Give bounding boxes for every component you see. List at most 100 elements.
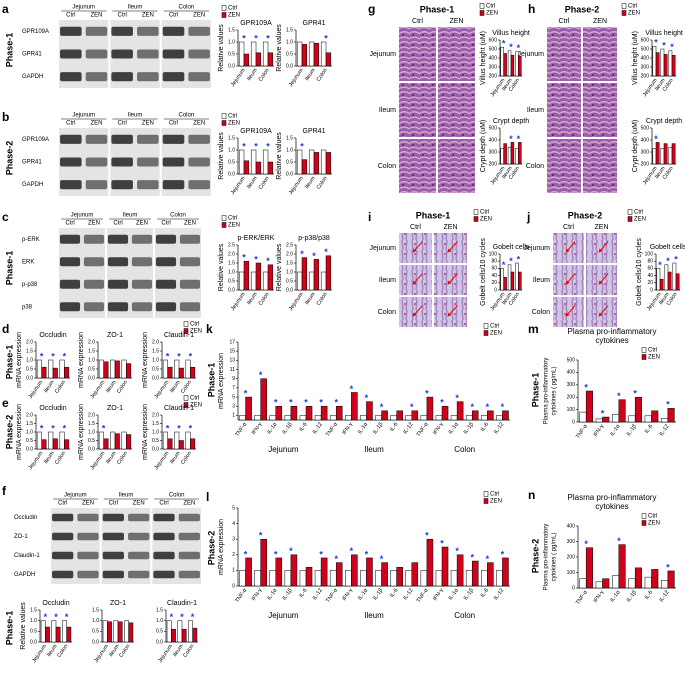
blot-band <box>188 72 210 82</box>
blot-band <box>153 551 175 560</box>
x-tick-label: Jejunum <box>288 291 305 312</box>
x-tick-label: Colon <box>258 68 271 83</box>
significance-mark: * <box>350 384 354 394</box>
y-tick-label: 0 <box>572 585 575 591</box>
bar <box>329 415 337 421</box>
y-tick-label: 400 <box>641 55 650 61</box>
blot-band <box>85 134 108 144</box>
significance-mark: * <box>242 33 246 43</box>
significance-mark: * <box>486 402 490 412</box>
row-label: Phase-1 <box>4 251 14 286</box>
blot-lane-label: ZEN <box>136 221 148 227</box>
bar <box>518 271 522 291</box>
blot-group-label: Jejunum <box>71 213 94 219</box>
blot-band <box>188 26 210 36</box>
y-tick-label: 0.5 <box>228 278 235 284</box>
row-label: Phase-2 <box>206 531 216 566</box>
bar <box>238 271 245 291</box>
y-axis-label: mRNA expression <box>218 353 225 409</box>
y-tick-label: 0.5 <box>92 629 99 635</box>
bar <box>351 392 358 421</box>
legend-label: Ctrl <box>628 4 637 10</box>
blot-band <box>60 180 82 190</box>
row-label: Phase-1 <box>4 611 14 646</box>
chart-title: Villus height <box>645 30 683 37</box>
y-tick-label: 1.5 <box>88 348 95 354</box>
y-tick-label: 1.5 <box>26 421 33 427</box>
x-tick-label: Colon <box>54 451 67 466</box>
significance-mark: * <box>440 398 444 408</box>
blot-lane-label: Ctrl <box>113 221 122 227</box>
bar <box>124 620 129 643</box>
bar <box>618 399 626 423</box>
bar <box>503 277 507 291</box>
y-axis-label: Crypt depth (uM) <box>632 120 639 173</box>
significance-mark: * <box>654 38 658 48</box>
significance-mark: * <box>254 254 258 264</box>
y-tick-label: 1.5 <box>92 607 99 613</box>
y-axis-label: Gobelt cells/10 cycles <box>480 238 487 306</box>
y-tick-label: 17 <box>229 339 235 345</box>
significance-mark: * <box>177 423 181 433</box>
y-axis-label: mRNA expression <box>78 404 85 460</box>
significance-mark: * <box>502 260 506 270</box>
blot-band <box>60 157 82 167</box>
blot-band <box>178 513 200 522</box>
histology-image <box>398 296 433 328</box>
bar <box>162 359 168 379</box>
bar <box>48 431 54 450</box>
bar <box>239 570 246 587</box>
x-tick-label: Colon <box>116 451 129 466</box>
blot-group-label: Ileum <box>123 213 138 219</box>
blot-lane-label: Ctrl <box>169 13 178 19</box>
y-tick-label: 0.0 <box>88 375 95 381</box>
y-tick-label: 0.0 <box>286 171 293 177</box>
bar <box>167 366 173 379</box>
image-column-label: Ctrl <box>559 18 570 25</box>
bar <box>360 570 367 587</box>
bar <box>612 414 620 423</box>
blot-band <box>102 513 124 522</box>
x-tick-label: IL-6 <box>389 422 399 433</box>
bar <box>64 366 70 379</box>
blot-lane-label: Ctrl <box>169 121 178 127</box>
blot-row-label: p-ERK <box>22 237 40 243</box>
significance-mark: * <box>633 389 637 399</box>
bar <box>644 415 652 423</box>
significance-mark: * <box>189 351 193 361</box>
image-row-label: Jejunum <box>518 51 545 58</box>
y-tick-label: 1.5 <box>228 27 235 33</box>
significance-mark: * <box>54 612 58 622</box>
y-tick-label: 4 <box>232 521 235 527</box>
y-tick-label: 1.0 <box>156 618 163 624</box>
bar <box>652 46 657 77</box>
bar <box>267 52 274 67</box>
bar <box>579 578 587 589</box>
blot-group-label: Jejunum <box>64 493 87 499</box>
legend-label: Ctrl <box>490 492 499 498</box>
panel-label: j <box>526 210 530 224</box>
image-column-label: Ctrl <box>563 224 574 231</box>
y-axis-label: mRNA expression <box>142 404 149 460</box>
group-label: Ileum <box>364 445 384 454</box>
y-tick-label: 2.0 <box>152 412 159 418</box>
significance-mark: * <box>425 531 429 541</box>
legend-swatch <box>483 330 489 336</box>
legend-swatch <box>221 12 227 18</box>
bar <box>500 268 504 291</box>
y-tick-label: 0.5 <box>88 366 95 372</box>
y-tick-label: 0.0 <box>286 287 293 293</box>
y-tick-label: 100 <box>567 407 576 413</box>
bar <box>284 570 292 587</box>
y-tick-label: 400 <box>641 137 650 143</box>
y-tick-label: 0 <box>232 583 235 589</box>
blot-band <box>59 257 81 267</box>
x-tick-label: IFN-γ <box>251 587 264 602</box>
y-tick-label: 0.5 <box>26 366 33 372</box>
blot-group-label: Colon <box>170 213 186 219</box>
blot-row-label: Claudin-1 <box>14 553 40 559</box>
y-tick-label: 1.0 <box>152 429 159 435</box>
y-tick-label: 40 <box>647 273 653 279</box>
y-tick-label: 60 <box>491 266 497 272</box>
bar <box>166 620 172 643</box>
